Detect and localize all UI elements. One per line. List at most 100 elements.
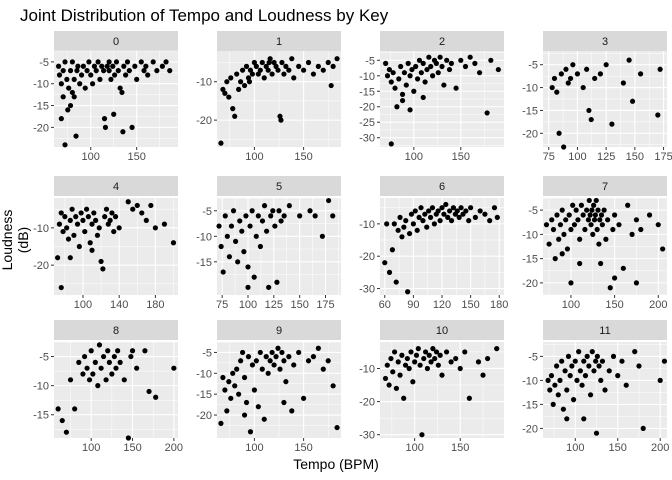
x-tick-label: 150 bbox=[294, 442, 312, 454]
data-point bbox=[74, 221, 81, 227]
data-point bbox=[75, 63, 81, 69]
data-point bbox=[251, 59, 257, 66]
data-point bbox=[289, 408, 295, 414]
data-point bbox=[128, 353, 134, 360]
y-tick-label: -15 bbox=[359, 86, 375, 98]
data-point bbox=[167, 68, 173, 74]
data-point bbox=[222, 387, 228, 393]
data-point bbox=[420, 94, 426, 101]
data-point bbox=[96, 225, 102, 231]
data-point bbox=[466, 218, 472, 224]
data-point bbox=[263, 354, 269, 360]
data-point bbox=[403, 218, 409, 224]
x-tick-label: 140 bbox=[110, 299, 128, 311]
data-point bbox=[69, 59, 75, 65]
data-point bbox=[428, 63, 434, 70]
y-tick-label: -25 bbox=[359, 117, 375, 129]
data-point bbox=[560, 406, 566, 412]
x-tick-label: 175 bbox=[654, 151, 672, 163]
data-point bbox=[388, 79, 394, 85]
data-point bbox=[93, 217, 99, 223]
facet-strip-label: 7 bbox=[602, 181, 608, 193]
y-tick-label: -15 bbox=[522, 254, 538, 266]
data-point bbox=[444, 57, 450, 63]
data-point bbox=[307, 208, 313, 214]
data-point bbox=[73, 133, 79, 139]
data-point bbox=[415, 346, 421, 352]
panel-background bbox=[217, 198, 341, 295]
data-point bbox=[263, 63, 269, 69]
x-tick-label: 100 bbox=[405, 442, 423, 454]
data-point bbox=[117, 85, 123, 91]
data-point bbox=[543, 222, 550, 228]
data-point bbox=[139, 210, 145, 216]
data-point bbox=[413, 63, 419, 70]
data-point bbox=[431, 221, 437, 227]
data-point bbox=[143, 63, 149, 69]
data-point bbox=[494, 214, 500, 220]
facet-strip bbox=[380, 31, 504, 51]
data-point bbox=[433, 349, 440, 355]
data-point bbox=[56, 221, 63, 227]
data-point bbox=[67, 217, 73, 223]
data-point bbox=[273, 354, 279, 360]
data-point bbox=[593, 197, 599, 204]
data-point bbox=[72, 406, 78, 412]
data-point bbox=[264, 228, 270, 234]
data-point bbox=[458, 57, 464, 63]
data-point bbox=[382, 260, 388, 266]
y-tick-label: -5 bbox=[202, 206, 212, 218]
data-point bbox=[610, 353, 617, 359]
data-point bbox=[578, 202, 585, 208]
data-point bbox=[62, 59, 68, 65]
facet-panel-10: 10 100 150 -10 -20 -30 bbox=[359, 320, 504, 454]
data-point bbox=[63, 429, 69, 435]
data-point bbox=[405, 289, 411, 295]
facet-panel-0: 0 100 150 -5 -10 -15 -20 bbox=[33, 31, 178, 163]
y-tick-label: -30 bbox=[359, 284, 375, 296]
facet-strip bbox=[54, 176, 178, 196]
data-point bbox=[389, 247, 395, 253]
data-point bbox=[386, 269, 393, 275]
data-point bbox=[259, 366, 265, 372]
data-point bbox=[60, 228, 66, 235]
data-point bbox=[268, 213, 274, 219]
data-point bbox=[406, 230, 413, 237]
data-point bbox=[422, 349, 429, 355]
data-point bbox=[123, 72, 129, 78]
facet-strip bbox=[54, 31, 178, 51]
data-point bbox=[557, 377, 563, 383]
facet-panel-1: 1 100 150 -10 -20 bbox=[196, 31, 341, 163]
data-point bbox=[416, 57, 423, 63]
data-point bbox=[109, 210, 115, 216]
data-point bbox=[468, 205, 474, 211]
y-tick-label: -10 bbox=[33, 79, 49, 91]
data-point bbox=[95, 59, 101, 65]
data-point bbox=[60, 68, 66, 74]
data-point bbox=[286, 354, 292, 360]
data-point bbox=[401, 70, 408, 76]
data-point bbox=[279, 59, 285, 66]
data-point bbox=[475, 359, 482, 365]
data-point bbox=[69, 206, 75, 212]
data-point bbox=[90, 371, 96, 377]
data-point bbox=[87, 240, 93, 246]
facet-strip-label: 5 bbox=[276, 181, 282, 193]
data-point bbox=[64, 76, 70, 82]
data-point bbox=[392, 85, 398, 91]
data-point bbox=[454, 208, 460, 214]
data-point bbox=[92, 359, 98, 365]
x-tick-label: 100 bbox=[239, 299, 257, 311]
data-point bbox=[567, 75, 574, 82]
data-point bbox=[230, 106, 236, 112]
data-point bbox=[224, 408, 230, 414]
data-point bbox=[257, 67, 263, 73]
data-point bbox=[73, 214, 79, 220]
data-point bbox=[286, 67, 292, 73]
y-tick-label: -20 bbox=[196, 115, 212, 127]
data-point bbox=[245, 354, 252, 360]
facet-panel-6: 6 60 90 120 150 180 -10 -20 -30 bbox=[359, 176, 508, 311]
data-point bbox=[563, 66, 569, 72]
data-point bbox=[386, 66, 392, 73]
data-point bbox=[98, 365, 104, 371]
